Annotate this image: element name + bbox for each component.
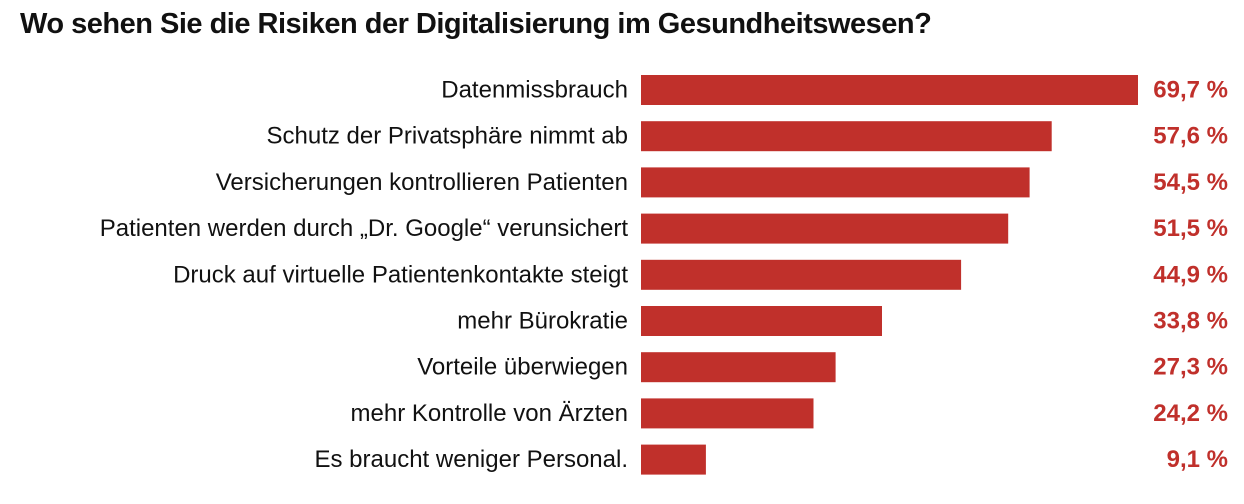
value-label: 44,9 %	[1153, 261, 1228, 288]
bar	[641, 352, 836, 383]
bars-layer	[641, 75, 1138, 475]
bar	[641, 213, 1009, 244]
category-label: Patienten werden durch „Dr. Google“ veru…	[100, 215, 629, 242]
chart-title: Wo sehen Sie die Risiken der Digitalisie…	[20, 8, 932, 40]
value-label: 9,1 %	[1167, 446, 1228, 473]
value-label: 27,3 %	[1153, 354, 1228, 381]
value-label: 51,5 %	[1153, 215, 1228, 242]
category-label: Es braucht weniger Personal.	[315, 446, 629, 473]
bar	[641, 444, 706, 475]
value-label: 57,6 %	[1153, 123, 1228, 150]
category-label: Datenmissbrauch	[441, 77, 628, 104]
value-label: 24,2 %	[1153, 400, 1228, 427]
category-label: mehr Bürokratie	[457, 308, 628, 335]
value-labels: 69,7 % 57,6 % 54,5 % 51,5 % 44,9 % 33,8 % 27,3…	[1153, 77, 1228, 474]
category-label: Vorteile überwiegen	[417, 354, 628, 381]
value-label: 54,5 %	[1153, 169, 1228, 196]
bar	[641, 167, 1030, 198]
bar	[641, 259, 962, 290]
bar	[641, 75, 1138, 105]
category-label: Versicherungen kontrollieren Patienten	[216, 169, 628, 196]
bar	[641, 121, 1052, 152]
value-label: 33,8 %	[1153, 308, 1228, 335]
bar	[641, 306, 882, 336]
category-labels: Datenmissbrauch Schutz der Privatsphäre n…	[100, 77, 629, 474]
category-label: Druck auf virtuelle Patientenkontakte st…	[173, 261, 628, 288]
bar	[641, 398, 814, 429]
value-label: 69,7 %	[1153, 77, 1228, 104]
category-label: Schutz der Privatsphäre nimmt ab	[267, 123, 629, 150]
category-label: mehr Kontrolle von Ärzten	[351, 400, 628, 427]
